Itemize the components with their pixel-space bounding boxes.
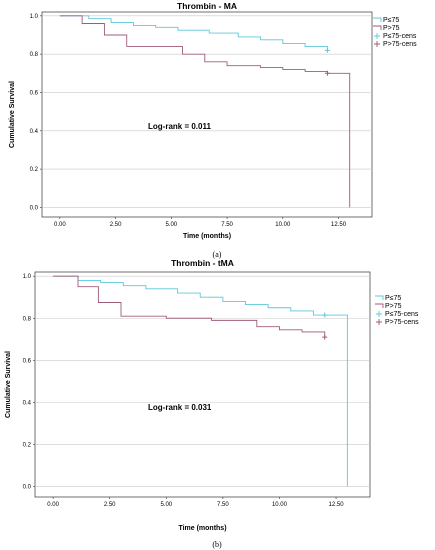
- chart-title: Thrombin - tMA: [171, 258, 234, 268]
- y-tick-label: 1.0: [23, 274, 32, 280]
- legend-swatch-line: [375, 295, 384, 300]
- y-tick-label: 0.0: [23, 484, 32, 490]
- x-tick-label: 0.00: [54, 222, 66, 228]
- chart-panel-2: 0.0 0.2 0.4 0.6 0.8 1.0 0.00 2.50 5.00 7.50 10.00 1…: [5, 258, 419, 549]
- censor-marker-p-le-75: [322, 312, 328, 318]
- legend-label: P≤75-cens: [385, 311, 419, 318]
- legend-swatch-censor: [376, 319, 382, 325]
- panel-caption: (b): [212, 540, 222, 549]
- legend-label: P≤75-cens: [383, 33, 417, 40]
- x-tick-label: 2.50: [110, 222, 122, 228]
- legend-swatch-line: [373, 17, 382, 22]
- y-tick-label: 0.8: [23, 316, 32, 322]
- x-tick-label: 12.50: [331, 222, 347, 228]
- legend-swatch-censor: [376, 311, 382, 317]
- y-tick-label: 0.8: [30, 52, 39, 58]
- chart-panel-1: 0.0 0.2 0.4 0.6 0.8 1.0 0.00 2.50 5.00 7.50 10.00 1…: [9, 1, 417, 259]
- plot-frame: [41, 11, 373, 218]
- legend-swatch-censor: [374, 33, 380, 39]
- x-tick-label: 7.50: [221, 222, 233, 228]
- censor-marker-p-gt-75: [322, 334, 328, 340]
- legend-label: P>75-cens: [385, 319, 419, 326]
- plot-frame: [34, 271, 371, 498]
- y-axis-label: Cumulative Survival: [9, 81, 16, 148]
- legend-label: P≤75: [385, 295, 401, 302]
- x-tick-label: 12.50: [329, 502, 345, 508]
- y-tick-label: 0.0: [30, 205, 39, 211]
- panel-caption: (a): [213, 250, 222, 259]
- x-tick-label: 0.00: [47, 502, 59, 508]
- survival-line-p-le-75: [53, 275, 348, 487]
- x-tick-label: 10.00: [272, 502, 288, 508]
- survival-line-p-gt-75: [53, 275, 326, 338]
- x-axis-label: Time (months): [183, 233, 231, 240]
- legend-label: P>75: [385, 303, 402, 310]
- censor-marker-p-le-75: [324, 47, 330, 53]
- y-tick-label: 0.4: [23, 400, 32, 406]
- censor-marker-p-gt-75: [324, 70, 330, 76]
- y-tick-label: 0.2: [30, 167, 39, 173]
- x-tick-label: 5.00: [165, 222, 177, 228]
- y-tick-label: 1.0: [30, 14, 39, 20]
- legend-label: P>75: [383, 25, 400, 32]
- y-tick-label: 0.4: [30, 129, 39, 135]
- x-tick-label: 5.00: [160, 502, 172, 508]
- legend-swatch-line: [373, 25, 382, 30]
- log-rank-annotation: Log-rank = 0.031: [148, 403, 212, 412]
- chart-title: Thrombin - MA: [177, 1, 237, 11]
- y-tick-label: 0.2: [23, 442, 32, 448]
- y-tick-label: 0.6: [23, 358, 32, 364]
- x-tick-label: 7.50: [217, 502, 229, 508]
- y-tick-label: 0.6: [30, 90, 39, 96]
- legend-label: P≤75: [383, 17, 399, 24]
- x-axis-label: Time (months): [178, 525, 226, 532]
- survival-line-p-le-75: [59, 15, 328, 51]
- legend-swatch-censor: [374, 41, 380, 47]
- y-axis-label: Cumulative Survival: [5, 351, 12, 418]
- log-rank-annotation: Log-rank = 0.011: [148, 122, 211, 131]
- legend-swatch-line: [375, 303, 384, 308]
- survival-line-p-gt-75: [59, 15, 351, 208]
- x-tick-label: 10.00: [275, 222, 291, 228]
- legend-label: P>75-cens: [383, 41, 417, 48]
- x-tick-label: 2.50: [104, 502, 116, 508]
